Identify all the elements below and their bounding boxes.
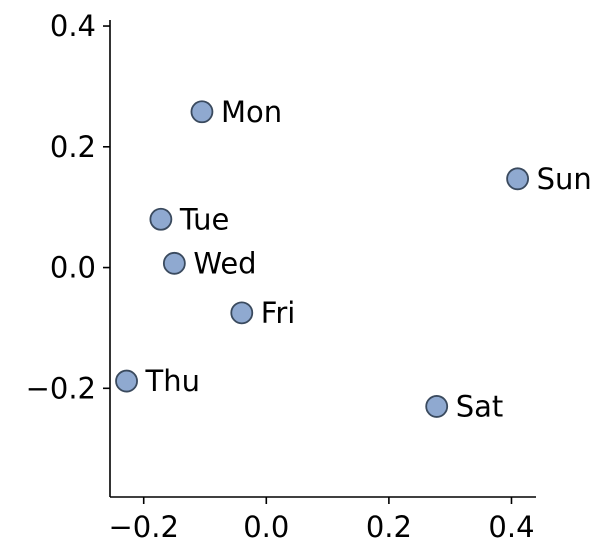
y-tick-label: 0.2 [50,130,96,164]
x-tick-label: −0.2 [109,510,179,544]
point-label-sat: Sat [456,389,504,423]
scatter-point-sat [425,395,449,418]
y-tick-label: −0.2 [26,371,96,405]
point-label-tue: Tue [179,202,230,236]
point-label-wed: Wed [193,246,256,280]
y-tick-label: 0.0 [50,251,96,285]
x-tick-label: 0.4 [488,510,534,544]
y-tick-label: 0.4 [50,9,96,43]
x-tick-label: 0.2 [366,510,412,544]
point-label-thu: Thu [145,364,200,398]
scatter-point-sun [506,167,530,191]
scatter-point-wed [162,251,186,275]
point-label-mon: Mon [221,95,282,129]
point-label-fri: Fri [261,296,296,330]
axes: −0.2 0.0 0.2 0.4 −0.2 0.0 0.2 0.4 [26,9,536,544]
scatter-point-thu [115,369,138,393]
point-label-sun: Sun [537,162,592,196]
scatter-point-fri [230,301,254,325]
scatter-point-tue [149,207,173,231]
x-tick-label: 0.0 [243,510,289,544]
scatter-point-mon [190,100,214,124]
